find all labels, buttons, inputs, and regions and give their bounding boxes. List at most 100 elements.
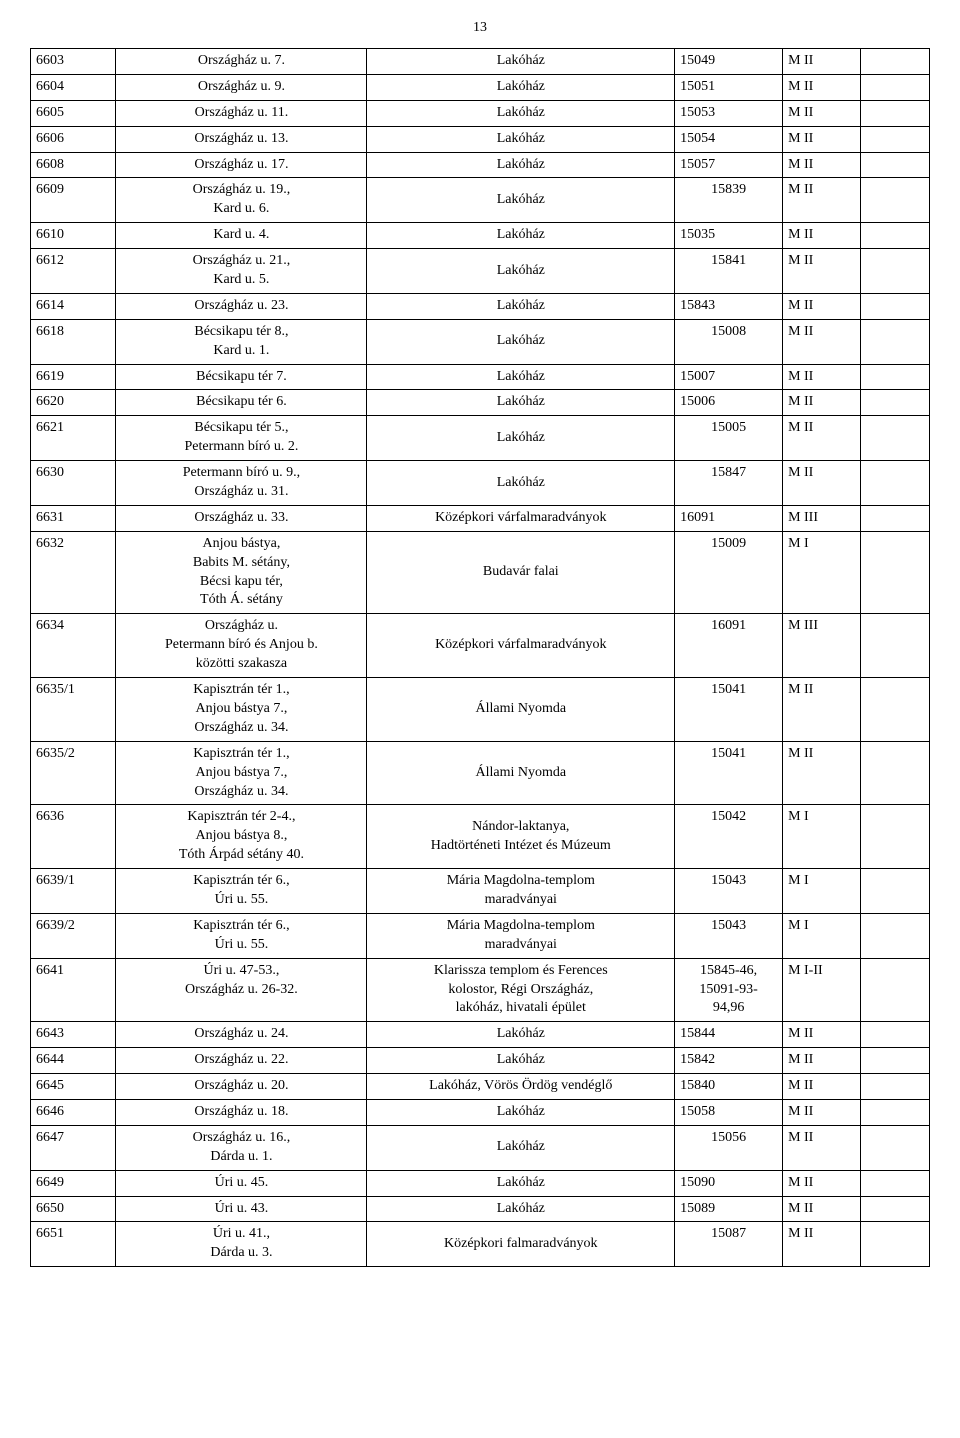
cell-code: 15840 xyxy=(675,1074,783,1100)
table-row: 6635/1Kapisztrán tér 1.,Anjou bástya 7.,… xyxy=(31,678,930,742)
cell-description: Lakóház xyxy=(367,1196,675,1222)
cell-category: M I xyxy=(783,805,861,869)
cell-extra xyxy=(860,1125,929,1170)
cell-id: 6645 xyxy=(31,1074,116,1100)
cell-id: 6651 xyxy=(31,1222,116,1267)
cell-description: Középkori várfalmaradványok xyxy=(367,614,675,678)
table-row: 6612Országház u. 21.,Kard u. 5.Lakóház15… xyxy=(31,249,930,294)
cell-address: Úri u. 43. xyxy=(116,1196,367,1222)
cell-extra xyxy=(860,805,929,869)
cell-extra xyxy=(860,678,929,742)
cell-extra xyxy=(860,1196,929,1222)
cell-address: Bécsikapu tér 7. xyxy=(116,364,367,390)
cell-description: Lakóház xyxy=(367,1048,675,1074)
cell-description: Lakóház xyxy=(367,364,675,390)
cell-extra xyxy=(860,100,929,126)
cell-extra xyxy=(860,741,929,805)
cell-description: Lakóház xyxy=(367,152,675,178)
table-row: 6630Petermann bíró u. 9.,Országház u. 31… xyxy=(31,461,930,506)
cell-category: M II xyxy=(783,74,861,100)
cell-code: 16091 xyxy=(675,614,783,678)
cell-extra xyxy=(860,869,929,914)
cell-code: 15847 xyxy=(675,461,783,506)
cell-id: 6614 xyxy=(31,293,116,319)
cell-category: M II xyxy=(783,416,861,461)
cell-description: Mária Magdolna-templommaradványai xyxy=(367,913,675,958)
cell-code: 15041 xyxy=(675,741,783,805)
cell-extra xyxy=(860,913,929,958)
cell-id: 6636 xyxy=(31,805,116,869)
cell-extra xyxy=(860,461,929,506)
cell-extra xyxy=(860,1074,929,1100)
cell-extra xyxy=(860,1222,929,1267)
cell-description: Középkori várfalmaradványok xyxy=(367,505,675,531)
cell-code: 15009 xyxy=(675,531,783,614)
cell-id: 6609 xyxy=(31,178,116,223)
cell-category: M II xyxy=(783,249,861,294)
cell-extra xyxy=(860,249,929,294)
cell-description: Budavár falai xyxy=(367,531,675,614)
table-row: 6620Bécsikapu tér 6.Lakóház15006M II xyxy=(31,390,930,416)
table-row: 6631Országház u. 33.Középkori várfalmara… xyxy=(31,505,930,531)
cell-address: Országház u. 9. xyxy=(116,74,367,100)
cell-extra xyxy=(860,126,929,152)
cell-category: M II xyxy=(783,100,861,126)
cell-address: Országház u. 18. xyxy=(116,1099,367,1125)
cell-extra xyxy=(860,958,929,1022)
cell-address: Kapisztrán tér 2-4.,Anjou bástya 8.,Tóth… xyxy=(116,805,367,869)
cell-address: Kapisztrán tér 6.,Úri u. 55. xyxy=(116,869,367,914)
cell-address: Anjou bástya,Babits M. sétány,Bécsi kapu… xyxy=(116,531,367,614)
cell-id: 6646 xyxy=(31,1099,116,1125)
cell-description: Lakóház xyxy=(367,390,675,416)
cell-description: Lakóház xyxy=(367,249,675,294)
cell-description: Középkori falmaradványok xyxy=(367,1222,675,1267)
cell-extra xyxy=(860,178,929,223)
table-row: 6636Kapisztrán tér 2-4.,Anjou bástya 8.,… xyxy=(31,805,930,869)
cell-address: Petermann bíró u. 9.,Országház u. 31. xyxy=(116,461,367,506)
cell-extra xyxy=(860,319,929,364)
table-row: 6643Országház u. 24.Lakóház15844M II xyxy=(31,1022,930,1048)
cell-id: 6619 xyxy=(31,364,116,390)
cell-description: Állami Nyomda xyxy=(367,741,675,805)
cell-description: Lakóház xyxy=(367,461,675,506)
cell-category: M I-II xyxy=(783,958,861,1022)
cell-code: 15089 xyxy=(675,1196,783,1222)
cell-category: M II xyxy=(783,1022,861,1048)
cell-code: 15056 xyxy=(675,1125,783,1170)
cell-category: M II xyxy=(783,741,861,805)
cell-address: Kapisztrán tér 1.,Anjou bástya 7.,Ország… xyxy=(116,678,367,742)
cell-address: Bécsikapu tér 6. xyxy=(116,390,367,416)
cell-code: 15051 xyxy=(675,74,783,100)
cell-code: 15839 xyxy=(675,178,783,223)
cell-category: M II xyxy=(783,390,861,416)
cell-category: M II xyxy=(783,364,861,390)
cell-code: 15843 xyxy=(675,293,783,319)
table-row: 6619Bécsikapu tér 7.Lakóház15007M II xyxy=(31,364,930,390)
cell-id: 6641 xyxy=(31,958,116,1022)
cell-code: 15041 xyxy=(675,678,783,742)
cell-description: Lakóház xyxy=(367,1099,675,1125)
cell-description: Klarissza templom és Ferenceskolostor, R… xyxy=(367,958,675,1022)
cell-extra xyxy=(860,74,929,100)
cell-extra xyxy=(860,390,929,416)
cell-address: Országház u. 22. xyxy=(116,1048,367,1074)
cell-id: 6631 xyxy=(31,505,116,531)
cell-code: 15845-46,15091-93-94,96 xyxy=(675,958,783,1022)
cell-description: Állami Nyomda xyxy=(367,678,675,742)
cell-description: Lakóház xyxy=(367,1170,675,1196)
cell-extra xyxy=(860,293,929,319)
cell-address: Kapisztrán tér 1.,Anjou bástya 7.,Ország… xyxy=(116,741,367,805)
cell-code: 15841 xyxy=(675,249,783,294)
cell-address: Országház u. 17. xyxy=(116,152,367,178)
cell-category: M I xyxy=(783,531,861,614)
table-row: 6645Országház u. 20.Lakóház, Vörös Ördög… xyxy=(31,1074,930,1100)
table-row: 6606Országház u. 13.Lakóház15054M II xyxy=(31,126,930,152)
cell-category: M II xyxy=(783,126,861,152)
cell-description: Lakóház xyxy=(367,49,675,75)
cell-address: Országház u. 33. xyxy=(116,505,367,531)
cell-extra xyxy=(860,152,929,178)
cell-address: Kapisztrán tér 6.,Úri u. 55. xyxy=(116,913,367,958)
cell-address: Országház u. 20. xyxy=(116,1074,367,1100)
cell-description: Nándor-laktanya,Hadtörténeti Intézet és … xyxy=(367,805,675,869)
table-row: 6634Országház u.Petermann bíró és Anjou … xyxy=(31,614,930,678)
